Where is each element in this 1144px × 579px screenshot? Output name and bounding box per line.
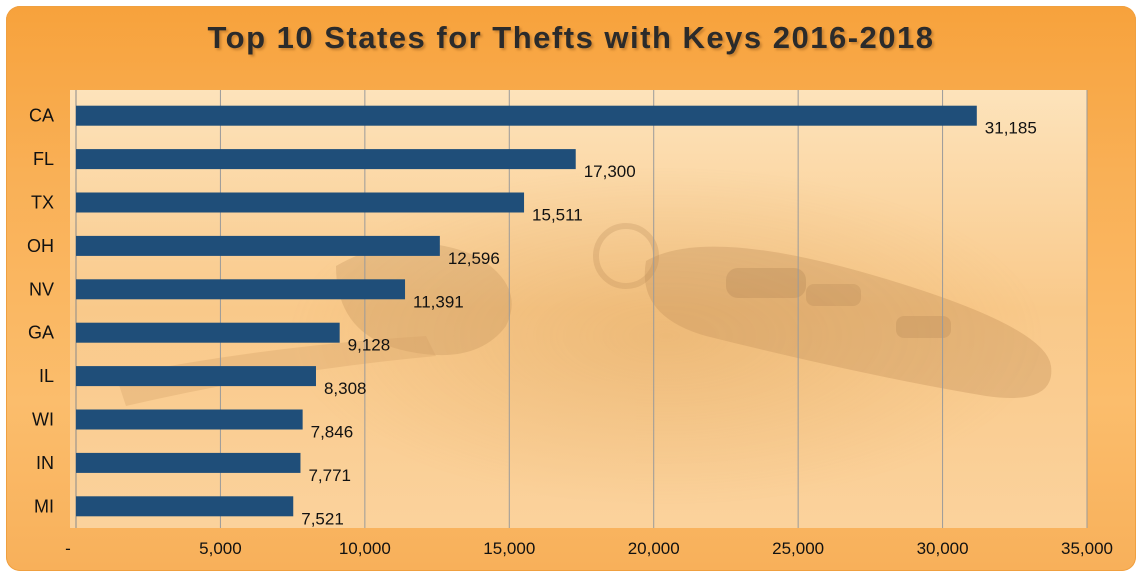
category-label-oh: OH: [27, 236, 54, 256]
x-tick-label: 10,000: [339, 539, 391, 558]
value-label-mi: 7,521: [301, 509, 344, 528]
x-tick-label: 5,000: [199, 539, 242, 558]
value-label-oh: 12,596: [448, 249, 500, 268]
chart-title: Top 10 States for Thefts with Keys 2016-…: [207, 20, 935, 55]
category-label-nv: NV: [29, 279, 54, 299]
bar-ga: [76, 322, 340, 343]
bar-oh: [76, 235, 440, 256]
category-label-il: IL: [39, 366, 54, 386]
x-tick-label: -: [65, 539, 71, 558]
x-tick-label: 35,000: [1061, 539, 1113, 558]
bar-il: [76, 366, 316, 387]
category-label-ga: GA: [28, 323, 54, 343]
value-label-fl: 17,300: [584, 162, 636, 181]
bar-chart: 31,185 17,300 15,511 12,596 11,391 9,128 8,308…: [27, 90, 1113, 558]
value-label-tx: 15,511: [532, 206, 583, 225]
x-tick-label: 25,000: [772, 539, 824, 558]
category-label-fl: FL: [33, 149, 54, 169]
bar-wi: [76, 409, 303, 430]
bar-tx: [76, 192, 525, 213]
chart-frame: Top 10 States for Thefts with Keys 2016-…: [6, 6, 1136, 571]
bar-mi: [76, 496, 294, 517]
category-label-mi: MI: [34, 496, 54, 516]
category-label-wi: WI: [32, 410, 54, 430]
bar-in: [76, 452, 301, 473]
x-tick-label: 30,000: [917, 539, 969, 558]
category-label-tx: TX: [31, 193, 54, 213]
car-key-background-image: [116, 166, 1052, 506]
bar-nv: [76, 279, 406, 300]
value-label-in: 7,771: [308, 466, 351, 485]
x-tick-label: 15,000: [483, 539, 535, 558]
category-label-ca: CA: [29, 106, 54, 126]
value-label-nv: 11,391: [413, 292, 464, 311]
value-label-wi: 7,846: [311, 423, 354, 442]
bar-fl: [76, 149, 576, 170]
x-tick-labels: - 5,000 10,000 15,000 20,000 25,000 30,000 35,0…: [65, 539, 1113, 558]
value-label-ca: 31,185: [985, 119, 1037, 138]
category-label-in: IN: [36, 453, 54, 473]
value-label-il: 8,308: [324, 379, 367, 398]
value-label-ga: 9,128: [348, 336, 391, 355]
category-labels: CA FL TX OH NV GA IL WI IN MI: [27, 106, 54, 517]
bars: [76, 105, 977, 517]
bar-ca: [76, 105, 977, 126]
value-labels: 31,185 17,300 15,511 12,596 11,391 9,128 8,308…: [301, 119, 1037, 529]
x-tick-label: 20,000: [628, 539, 680, 558]
